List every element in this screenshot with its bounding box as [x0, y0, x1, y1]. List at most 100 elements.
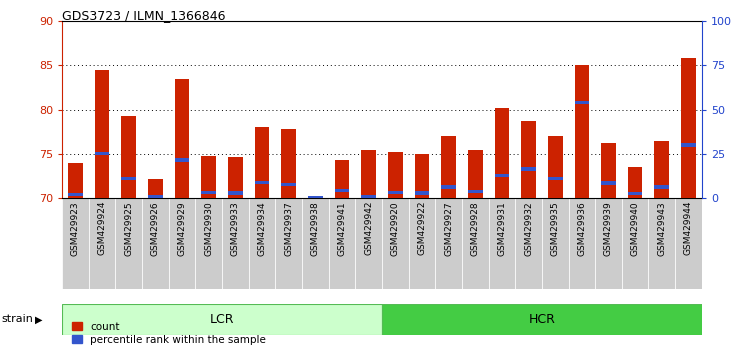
Bar — [622, 198, 648, 289]
Bar — [302, 198, 329, 289]
Text: GSM429935: GSM429935 — [550, 201, 560, 256]
Text: GSM429930: GSM429930 — [204, 201, 213, 256]
Bar — [148, 179, 163, 198]
Bar — [276, 198, 302, 289]
Bar — [222, 198, 249, 289]
Bar — [68, 193, 83, 196]
Text: GSM429927: GSM429927 — [444, 201, 453, 256]
Bar — [95, 70, 110, 198]
Bar — [254, 127, 269, 198]
Bar — [169, 198, 195, 289]
Bar — [548, 177, 563, 180]
Bar — [515, 198, 542, 289]
Text: GSM429937: GSM429937 — [284, 201, 293, 256]
Bar — [575, 65, 589, 198]
Bar — [409, 198, 435, 289]
Bar — [442, 185, 456, 189]
Bar — [681, 143, 696, 147]
Bar — [201, 156, 216, 198]
Text: HCR: HCR — [529, 313, 556, 326]
Bar — [335, 189, 349, 193]
Bar — [548, 136, 563, 198]
Bar — [595, 198, 622, 289]
Bar — [435, 198, 462, 289]
Text: strain: strain — [1, 314, 34, 325]
Text: GSM429929: GSM429929 — [178, 201, 186, 256]
Text: GSM429943: GSM429943 — [657, 201, 666, 256]
Bar — [575, 101, 589, 104]
Bar — [468, 190, 482, 193]
Bar — [414, 191, 429, 195]
Bar — [308, 196, 322, 200]
Bar — [148, 195, 163, 199]
Text: GSM429938: GSM429938 — [311, 201, 320, 256]
Bar — [329, 198, 355, 289]
Bar — [388, 191, 403, 194]
Bar — [175, 158, 189, 162]
Bar — [468, 149, 482, 198]
Bar — [88, 198, 115, 289]
Text: GSM429926: GSM429926 — [151, 201, 160, 256]
Text: GSM429925: GSM429925 — [124, 201, 133, 256]
Bar — [68, 163, 83, 198]
Text: GSM429932: GSM429932 — [524, 201, 533, 256]
Text: GSM429941: GSM429941 — [338, 201, 346, 256]
Bar — [648, 198, 675, 289]
Bar — [62, 304, 382, 335]
Bar — [115, 198, 142, 289]
Bar — [601, 143, 616, 198]
Text: GSM429934: GSM429934 — [257, 201, 267, 256]
Bar — [254, 181, 269, 184]
Bar — [382, 198, 409, 289]
Bar — [521, 121, 536, 198]
Text: GSM429933: GSM429933 — [231, 201, 240, 256]
Bar — [601, 181, 616, 185]
Bar — [628, 192, 643, 195]
Bar — [201, 191, 216, 194]
Bar — [121, 116, 136, 198]
Text: LCR: LCR — [210, 313, 235, 326]
Bar — [228, 191, 243, 195]
Bar — [495, 174, 510, 177]
Text: GSM429944: GSM429944 — [684, 201, 693, 256]
Text: GSM429940: GSM429940 — [631, 201, 640, 256]
Bar — [361, 149, 376, 198]
Bar — [569, 198, 595, 289]
Bar — [249, 198, 276, 289]
Bar — [228, 156, 243, 198]
Bar — [382, 304, 702, 335]
Bar — [488, 198, 515, 289]
Bar — [175, 79, 189, 198]
Bar — [281, 129, 296, 198]
Text: GDS3723 / ILMN_1366846: GDS3723 / ILMN_1366846 — [62, 9, 226, 22]
Bar — [335, 160, 349, 198]
Bar — [308, 196, 322, 198]
Bar — [281, 183, 296, 186]
Bar — [654, 141, 669, 198]
Bar — [361, 195, 376, 198]
Text: GSM429928: GSM429928 — [471, 201, 480, 256]
Text: GSM429942: GSM429942 — [364, 201, 373, 256]
Bar — [121, 177, 136, 180]
Text: GSM429931: GSM429931 — [497, 201, 507, 256]
Bar — [388, 152, 403, 198]
Text: GSM429939: GSM429939 — [604, 201, 613, 256]
Bar — [521, 167, 536, 171]
Bar — [681, 58, 696, 198]
Bar — [495, 108, 510, 198]
Bar — [675, 198, 702, 289]
Text: GSM429923: GSM429923 — [71, 201, 80, 256]
Text: GSM429920: GSM429920 — [391, 201, 400, 256]
Bar — [654, 185, 669, 189]
Text: GSM429922: GSM429922 — [417, 201, 426, 256]
Bar — [414, 154, 429, 198]
Bar — [355, 198, 382, 289]
Bar — [195, 198, 222, 289]
Bar — [442, 136, 456, 198]
Text: GSM429936: GSM429936 — [577, 201, 586, 256]
Bar — [628, 167, 643, 198]
Legend: count, percentile rank within the sample: count, percentile rank within the sample — [67, 317, 270, 349]
Bar — [462, 198, 488, 289]
Bar — [95, 152, 110, 155]
Bar — [542, 198, 569, 289]
